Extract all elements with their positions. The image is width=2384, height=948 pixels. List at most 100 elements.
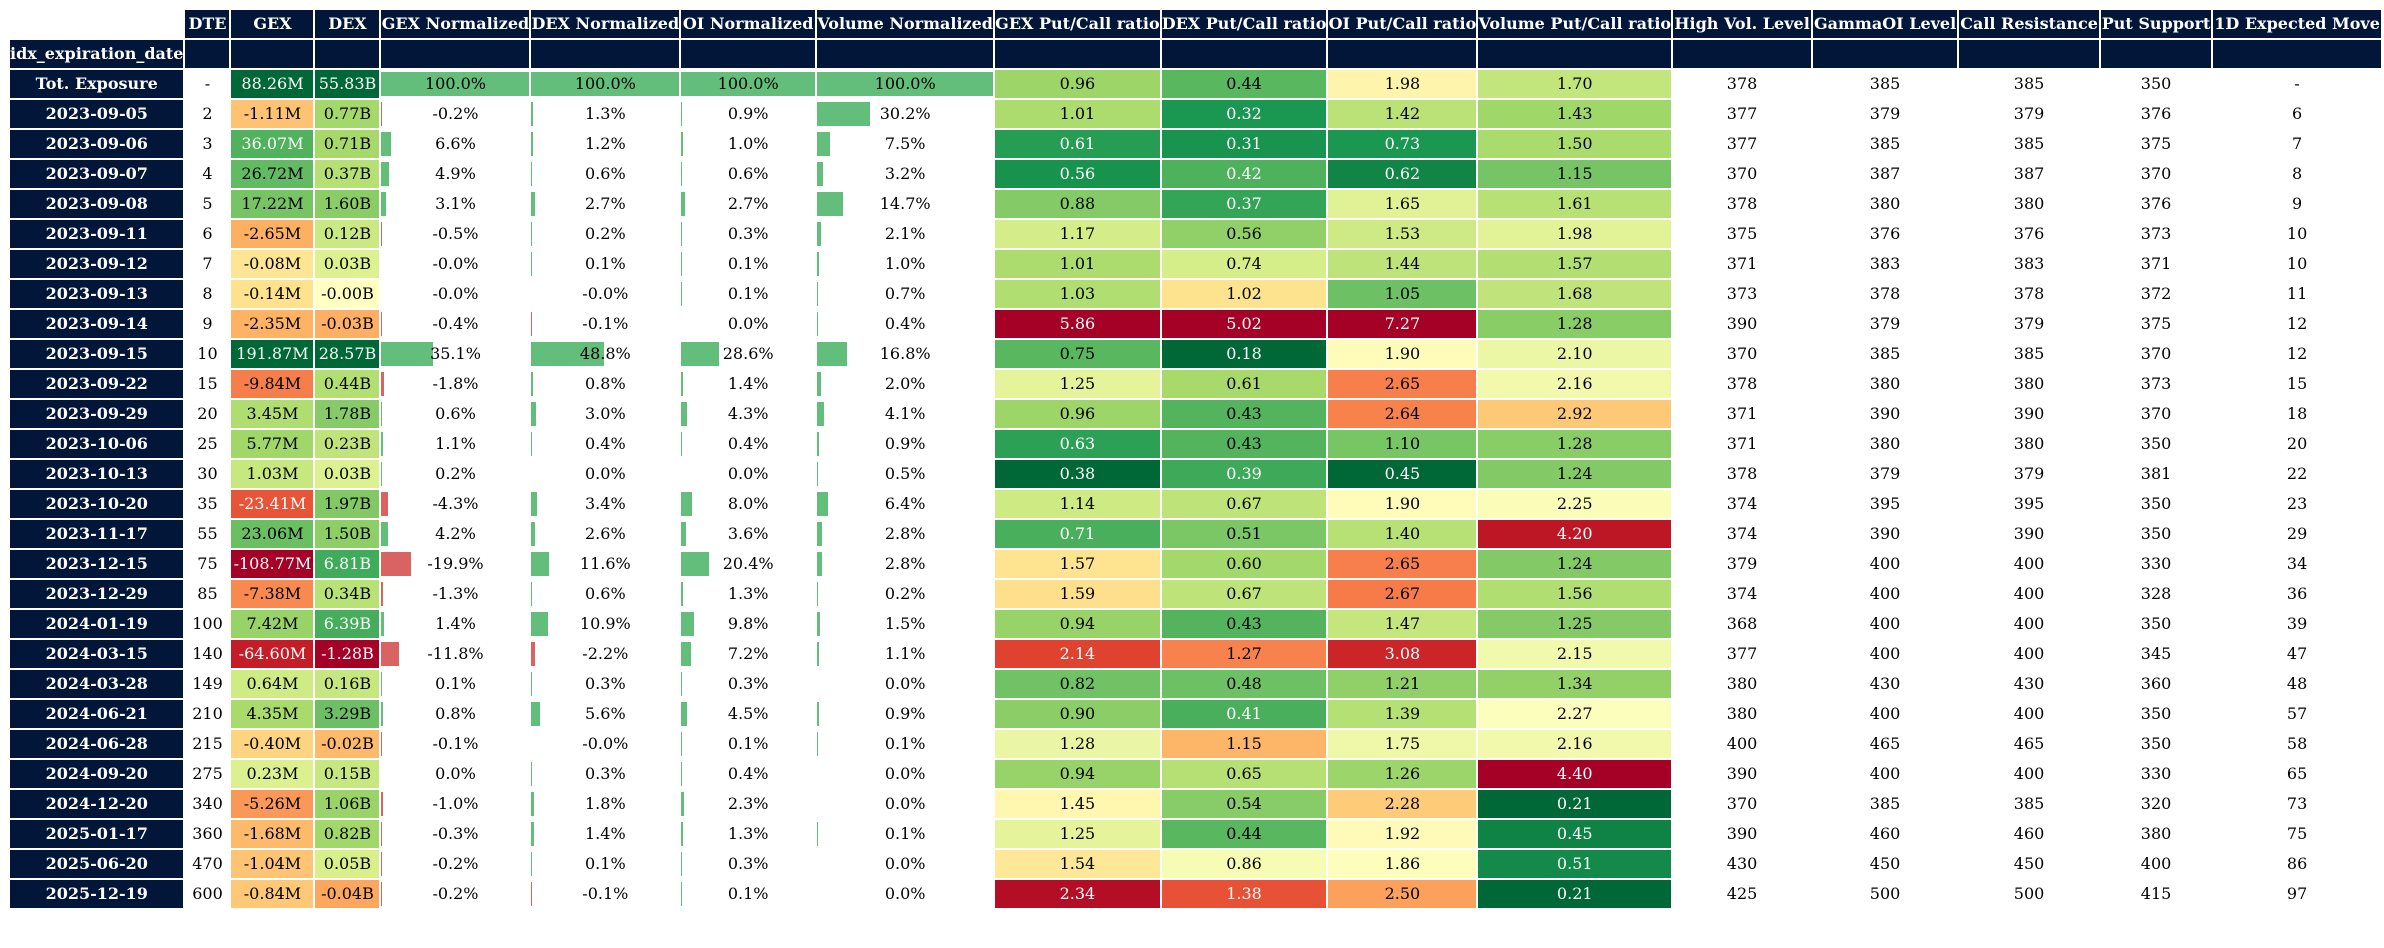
bar-label: 0.1%: [727, 284, 769, 303]
column-header-dte: DTE: [183, 8, 232, 40]
dte-cell: 75: [183, 548, 232, 580]
data-bar: [532, 132, 534, 156]
data-bar: [681, 762, 682, 786]
data-bar: [382, 552, 411, 576]
vol-norm-bar-cell: 0.1%: [815, 818, 996, 850]
gex-value-cell: 0.23M: [229, 758, 316, 790]
table-row: 2023-12-29 85 -7.38M 0.34B -1.3% 0.6% 1.3% 0.2%…: [7, 578, 2384, 610]
gex-value-cell: -7.38M: [229, 578, 316, 610]
bar-label: -11.8%: [427, 644, 484, 663]
dte-cell: 85: [183, 578, 232, 610]
dte-cell: 5: [183, 188, 232, 220]
vol-norm-bar-cell: 0.0%: [815, 878, 996, 910]
call-resistance-cell: 395: [1957, 488, 2102, 520]
vol-norm-bar-cell: 0.7%: [815, 278, 996, 310]
dex-value-cell: 55.83B: [313, 68, 382, 100]
dex-norm-bar-cell: 1.3%: [529, 98, 682, 130]
gammaoi-level-cell: 390: [1811, 518, 1960, 550]
table-row: 2023-09-29 20 3.45M 1.78B 0.6% 3.0% 4.3% 4.1% 0.…: [7, 398, 2384, 430]
gex-pcr-cell: 0.96: [993, 398, 1162, 430]
dex-pcr-cell: 0.67: [1159, 488, 1329, 520]
gex-pcr-cell: 0.56: [993, 158, 1162, 190]
dex-value-cell: 0.34B: [313, 578, 382, 610]
data-bar: [382, 792, 383, 816]
row-index-cell: 2024-03-28: [7, 668, 186, 700]
dex-pcr-cell: 0.60: [1159, 548, 1329, 580]
dex-value-cell: 0.44B: [313, 368, 382, 400]
dex-pcr-cell: 0.65: [1159, 758, 1329, 790]
put-support-cell: 376: [2099, 98, 2214, 130]
data-bar: [682, 552, 709, 576]
gammaoi-level-cell: 380: [1811, 428, 1960, 460]
bar-label: 4.9%: [435, 164, 476, 183]
gex-norm-bar-cell: 4.2%: [379, 518, 532, 550]
bar-label: 10.9%: [579, 614, 631, 633]
gex-value-cell: -5.26M: [229, 788, 316, 820]
vol-pcr-cell: 2.16: [1476, 728, 1674, 760]
1d-expected-move-cell: 22: [2211, 458, 2384, 490]
bar-label: 4.3%: [727, 404, 769, 423]
vol-norm-bar-cell: 0.9%: [815, 698, 996, 730]
data-bar: [818, 282, 819, 306]
oi-pcr-cell: 1.75: [1326, 728, 1479, 760]
column-subheader: [1159, 38, 1329, 70]
bar-label: 2.0%: [884, 374, 926, 393]
data-bar: [818, 432, 819, 456]
high-vol-level-cell: 390: [1671, 308, 1814, 340]
bar-label: 1.4%: [435, 614, 476, 633]
high-vol-level-cell: 430: [1671, 848, 1814, 880]
high-vol-level-cell: 390: [1671, 818, 1814, 850]
bar-label: 0.6%: [727, 164, 769, 183]
oi-norm-bar-cell: 0.0%: [679, 458, 818, 490]
data-bar: [682, 642, 691, 666]
row-index-cell: 2023-09-22: [7, 368, 186, 400]
gammaoi-level-cell: 450: [1811, 848, 1960, 880]
oi-norm-bar-cell: 28.6%: [679, 338, 818, 370]
data-bar: [818, 102, 871, 126]
bar-label: 4.1%: [884, 404, 926, 423]
gammaoi-level-cell: 379: [1811, 458, 1960, 490]
row-index-cell: 2025-01-17: [7, 818, 186, 850]
put-support-cell: 350: [2099, 428, 2214, 460]
dex-pcr-cell: 0.61: [1159, 368, 1329, 400]
1d-expected-move-cell: 15: [2211, 368, 2384, 400]
dte-cell: 149: [183, 668, 232, 700]
gex-pcr-cell: 2.34: [993, 878, 1162, 910]
bar-label: -2.2%: [582, 644, 629, 663]
dex-norm-bar-cell: 0.8%: [529, 368, 682, 400]
gex-norm-bar-cell: 1.4%: [379, 608, 532, 640]
column-header-gex: GEX: [229, 8, 316, 40]
dte-cell: 470: [183, 848, 232, 880]
column-subheader: [679, 38, 818, 70]
oi-pcr-cell: 1.92: [1326, 818, 1479, 850]
row-index-cell: 2023-09-29: [7, 398, 186, 430]
row-index-cell: 2023-09-06: [7, 128, 186, 160]
data-bar: [818, 342, 847, 366]
gex-pcr-cell: 1.59: [993, 578, 1162, 610]
bar-label: -1.0%: [432, 794, 479, 813]
put-support-cell: 415: [2099, 878, 2214, 910]
call-resistance-cell: 460: [1957, 818, 2102, 850]
bar-label: 0.9%: [884, 704, 926, 723]
dex-value-cell: 0.71B: [313, 128, 382, 160]
put-support-cell: 370: [2099, 158, 2214, 190]
dex-value-cell: 0.82B: [313, 818, 382, 850]
call-resistance-cell: 400: [1957, 578, 2102, 610]
dex-value-cell: 0.37B: [313, 158, 382, 190]
gex-value-cell: -1.04M: [229, 848, 316, 880]
oi-pcr-cell: 1.42: [1326, 98, 1479, 130]
bar-label: 0.3%: [727, 674, 769, 693]
1d-expected-move-cell: 10: [2211, 218, 2384, 250]
column-subheader: [229, 38, 316, 70]
data-bar: [817, 312, 818, 336]
dte-cell: 2: [183, 98, 232, 130]
bar-label: 100.0%: [574, 74, 636, 93]
bar-label: -19.9%: [427, 554, 484, 573]
row-index-cell: 2023-10-20: [7, 488, 186, 520]
gex-pcr-cell: 0.88: [993, 188, 1162, 220]
vol-pcr-cell: 1.56: [1476, 578, 1674, 610]
column-header-high-vol-level: High Vol. Level: [1671, 8, 1814, 40]
gammaoi-level-cell: 376: [1811, 218, 1960, 250]
high-vol-level-cell: 368: [1671, 608, 1814, 640]
data-bar: [382, 372, 385, 396]
